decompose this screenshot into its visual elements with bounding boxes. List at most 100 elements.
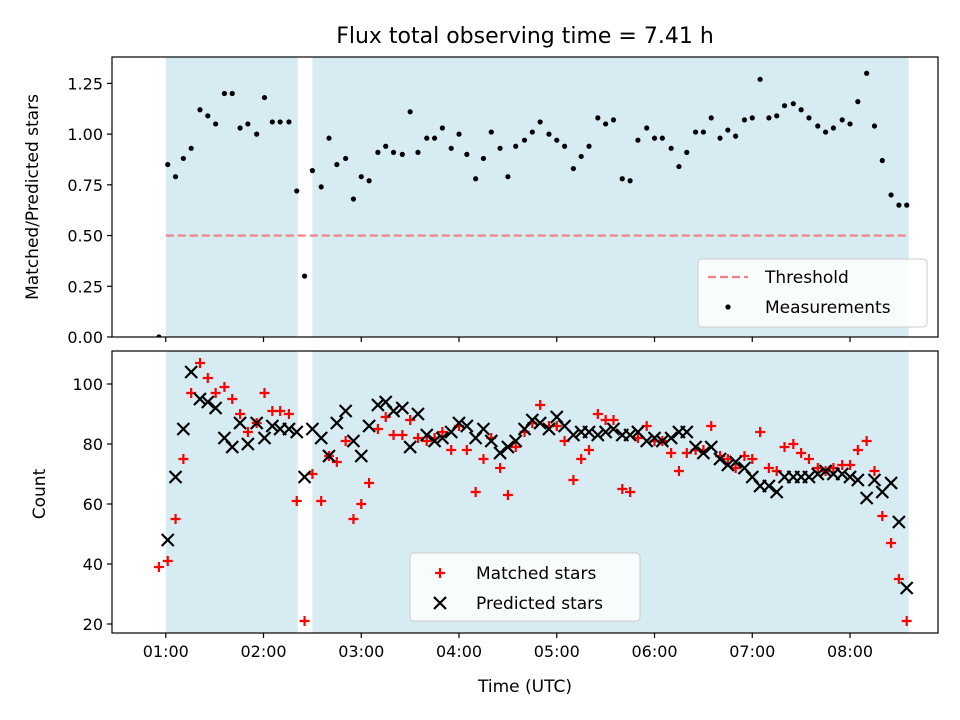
measurements-point-12 xyxy=(254,131,260,137)
matched-stars-point-33 xyxy=(421,436,432,446)
predicted-stars-point-43 xyxy=(508,434,523,448)
top-y-axis-label: Matched/Predicted stars xyxy=(23,94,43,300)
matched-stars-point-32 xyxy=(412,433,423,443)
bottom-x-tick-label-2: 03:00 xyxy=(338,642,384,661)
measurements-point-21 xyxy=(326,135,332,141)
matched-stars-point-11 xyxy=(242,427,253,437)
matched-stars-point-78 xyxy=(788,439,799,449)
measurements-point-85 xyxy=(847,121,853,127)
matched-stars-point-17 xyxy=(291,496,302,506)
measurements-point-71 xyxy=(733,133,739,139)
predicted-stars-point-29 xyxy=(395,401,410,415)
measurements-point-4 xyxy=(188,145,194,151)
matched-stars-point-30 xyxy=(397,430,408,440)
measurements-point-26 xyxy=(366,178,372,184)
predicted-stars-point-80 xyxy=(810,467,825,481)
top-y-tick-label-1: 0.25 xyxy=(67,277,103,296)
matched-stars-point-52 xyxy=(576,454,587,464)
matched-stars-point-91 xyxy=(893,574,904,584)
predicted-stars-point-25 xyxy=(362,419,376,433)
predicted-stars-point-83 xyxy=(835,467,849,481)
measurements-point-90 xyxy=(888,192,894,198)
top-y-tick-label-2: 0.50 xyxy=(67,227,103,246)
measurements-point-25 xyxy=(358,174,364,180)
top-y-tick-label-5: 1.25 xyxy=(67,74,103,93)
matched-stars-point-0 xyxy=(153,562,164,572)
top-y-tick-label-0: 0.00 xyxy=(67,328,103,347)
predicted-stars-point-81 xyxy=(818,464,833,478)
matched-stars-point-75 xyxy=(763,463,774,473)
matched-stars-point-29 xyxy=(388,430,399,440)
measurements-point-50 xyxy=(561,143,568,149)
measurements-point-55 xyxy=(603,121,609,127)
matched-stars-point-3 xyxy=(178,454,189,464)
measurements-point-11 xyxy=(245,121,251,127)
measurements-point-69 xyxy=(717,135,723,141)
measurements-point-19 xyxy=(309,168,315,174)
measurements-point-58 xyxy=(627,178,633,184)
matched-stars-point-90 xyxy=(886,538,897,548)
matched-stars-point-92 xyxy=(901,616,912,626)
predicted-stars-point-11 xyxy=(249,416,264,430)
predicted-stars-point-31 xyxy=(411,407,425,421)
predicted-stars-point-2 xyxy=(176,422,191,436)
predicted-stars-point-26 xyxy=(371,398,385,412)
measurements-point-84 xyxy=(839,117,845,123)
legend-threshold-label: Threshold xyxy=(764,268,849,288)
matched-stars-point-1 xyxy=(162,556,173,566)
measurements-point-68 xyxy=(708,115,714,121)
measurements-point-67 xyxy=(700,129,706,135)
measurements-point-35 xyxy=(439,125,445,131)
bottom-plot-area xyxy=(153,358,914,626)
measurements-point-40 xyxy=(480,155,487,162)
measurements-point-75 xyxy=(766,115,772,121)
measurements-point-86 xyxy=(855,99,861,105)
matched-stars-point-25 xyxy=(356,499,367,509)
matched-stars-point-51 xyxy=(568,475,579,485)
measurements-point-63 xyxy=(668,145,674,151)
top-legend-box xyxy=(697,258,928,328)
measurements-point-7 xyxy=(213,121,219,127)
matched-stars-point-86 xyxy=(852,445,863,455)
matched-stars-point-9 xyxy=(227,394,238,404)
predicted-stars-point-65 xyxy=(688,440,703,454)
predicted-stars-point-23 xyxy=(346,434,361,448)
matched-stars-point-80 xyxy=(803,454,814,464)
measurements-point-31 xyxy=(407,109,413,115)
predicted-stars-point-90 xyxy=(892,515,906,529)
predicted-stars-point-0 xyxy=(160,533,175,547)
predicted-stars-point-39 xyxy=(476,422,491,436)
matched-stars-point-40 xyxy=(478,454,489,464)
matched-stars-point-73 xyxy=(747,454,758,464)
predicted-stars-point-24 xyxy=(354,449,369,463)
measurements-point-23 xyxy=(343,155,349,162)
x-axis-label: Time (UTC) xyxy=(477,677,572,697)
predicted-stars-point-68 xyxy=(713,452,727,466)
matched-stars-point-20 xyxy=(316,496,327,506)
measurements-point-22 xyxy=(334,161,340,168)
matched-stars-point-63 xyxy=(666,448,677,458)
measurements-point-1 xyxy=(165,161,171,168)
measurements-point-16 xyxy=(286,119,292,125)
measurements-point-3 xyxy=(180,155,186,162)
predicted-stars-point-30 xyxy=(403,440,417,454)
matched-stars-point-42 xyxy=(495,463,506,473)
top-panel: 0.00 0.25 0.50 0.75 1.00 1.25 Threshold Measure… xyxy=(67,56,939,347)
measurements-point-56 xyxy=(610,117,617,123)
measurements-point-14 xyxy=(269,119,275,125)
measurements-point-27 xyxy=(375,149,381,155)
bottom-x-tick-label-1: 02:00 xyxy=(240,642,286,661)
measurements-point-42 xyxy=(497,145,503,151)
top-legend: Threshold Measurements xyxy=(697,258,928,328)
measurements-point-46 xyxy=(529,129,535,135)
predicted-stars-point-61 xyxy=(655,434,670,448)
measurements-point-48 xyxy=(546,131,552,137)
measurements-point-59 xyxy=(635,137,641,143)
measurements-point-36 xyxy=(448,145,454,151)
predicted-stars-point-15 xyxy=(282,422,296,436)
measurements-point-70 xyxy=(725,127,731,133)
measurements-point-18 xyxy=(301,273,308,279)
matched-stars-point-89 xyxy=(877,511,888,521)
predicted-stars-point-21 xyxy=(330,416,344,430)
